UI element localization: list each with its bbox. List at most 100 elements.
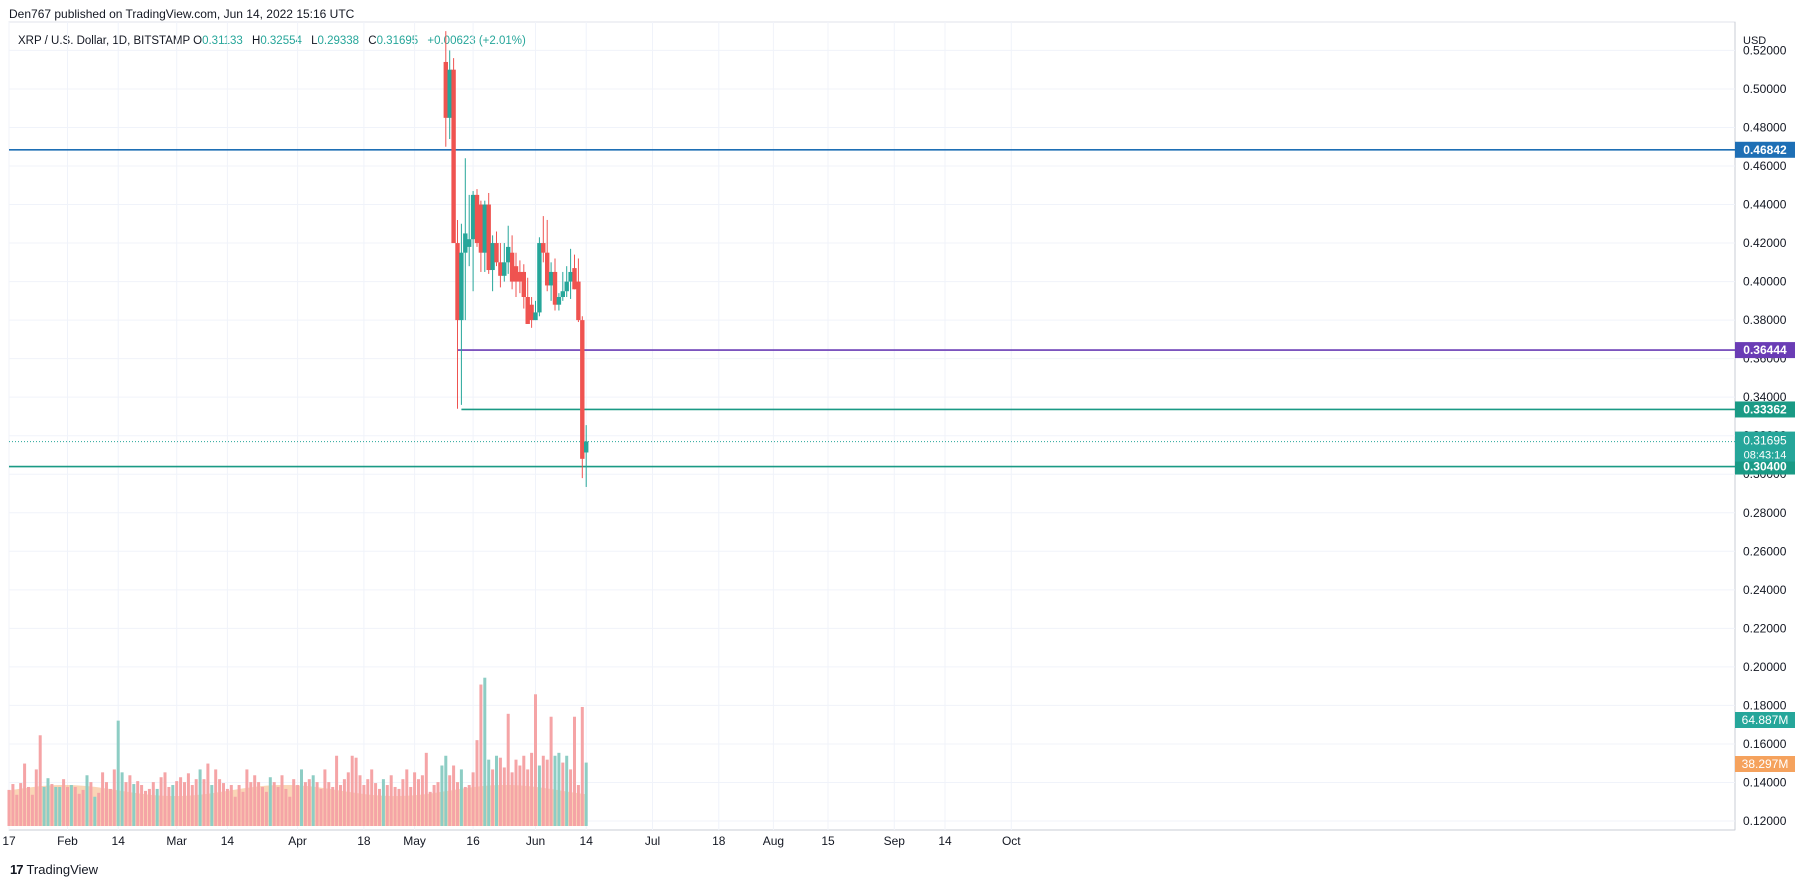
volume-bar (459, 769, 463, 826)
volume-bar (93, 796, 97, 826)
volume-bar (300, 769, 303, 826)
volume-bar (319, 788, 323, 826)
level-price-label: 0.36444 (1743, 343, 1787, 357)
y-tick-label: 0.18000 (1743, 698, 1787, 712)
volume-bar (584, 762, 588, 826)
volume-bar (569, 769, 573, 826)
volume-bar (573, 716, 576, 826)
volume-bar (7, 789, 11, 826)
volume-bar (105, 782, 108, 826)
x-tick-label: Jul (645, 834, 660, 848)
y-tick-label: 0.16000 (1743, 737, 1787, 751)
x-tick-label: 15 (821, 834, 835, 848)
volume-bar (58, 786, 62, 826)
volume-bar (342, 779, 346, 826)
volume-bar (19, 783, 23, 826)
x-tick-label: 16 (466, 834, 480, 848)
candle-body (490, 243, 495, 271)
candle-body (494, 243, 499, 263)
y-tick-label: 0.14000 (1743, 775, 1787, 789)
y-tick-label: 0.38000 (1743, 313, 1787, 327)
y-tick-label: 0.48000 (1743, 120, 1787, 134)
candle-body (482, 204, 487, 253)
brand-name[interactable]: TradingView (26, 862, 99, 877)
volume-bar (225, 788, 229, 826)
level-price-tag (1735, 342, 1795, 359)
candle-body (447, 69, 452, 118)
volume-bar (272, 782, 276, 826)
volume-bar (175, 781, 179, 826)
footer: 17 TradingView (10, 862, 98, 877)
volume-bar (424, 752, 428, 826)
volume-bar (440, 765, 444, 826)
publish-info: Den767 published on TradingView.com, Jun… (9, 7, 355, 21)
volume-bar (101, 772, 105, 826)
volume-bar (292, 779, 296, 826)
x-tick-label: Oct (1002, 834, 1021, 848)
volume-bar (155, 788, 159, 826)
volume-bar (537, 765, 541, 826)
volume-bar (11, 784, 15, 826)
tradingview-logo-icon[interactable]: 17 (10, 862, 24, 877)
y-tick-label: 0.28000 (1743, 506, 1787, 520)
open-label: O (193, 35, 203, 47)
volume-bar (502, 767, 506, 826)
volume-bar (417, 779, 420, 826)
candle-body (529, 304, 534, 321)
candle-body (467, 239, 472, 247)
symbol-label[interactable]: XRP / U.S. Dollar, 1D, BITSTAMP (18, 35, 190, 47)
volume-bar (249, 782, 253, 826)
volume-bar (393, 786, 397, 826)
volume-bar (307, 779, 311, 826)
volume-bar (475, 740, 479, 826)
volume-bar (206, 763, 210, 826)
candle-body (470, 194, 476, 240)
volume-bar (323, 769, 327, 826)
x-tick-label: Aug (763, 834, 784, 848)
x-tick-label: Apr (288, 834, 307, 848)
volume-bar (374, 783, 378, 826)
volume-bar (116, 720, 120, 826)
volume-ma-tag (1735, 756, 1795, 772)
volume-bar (366, 779, 370, 826)
candle-body (560, 291, 565, 297)
volume-bar (580, 706, 584, 826)
volume-bar (38, 735, 42, 826)
volume-bar (108, 788, 112, 826)
candle-body (486, 204, 491, 271)
x-tick-label: 14 (580, 834, 594, 848)
volume-bar (167, 786, 171, 826)
volume-bar (89, 782, 93, 826)
volume-bar (452, 765, 456, 826)
last-price-label: 0.31695 (1743, 434, 1787, 448)
volume-bar (553, 755, 557, 826)
candle-body (463, 233, 468, 253)
volume-bar (46, 778, 50, 826)
volume-bar (339, 785, 342, 826)
volume-bar (284, 788, 288, 826)
volume-bar (311, 775, 315, 826)
volume-bar (85, 775, 89, 826)
volume-bar (183, 782, 186, 826)
volume-bar (15, 794, 19, 826)
candle-body (584, 441, 589, 453)
high-label: H (252, 35, 261, 47)
volume-bar (23, 763, 27, 826)
y-tick-label: 0.44000 (1743, 198, 1787, 212)
volume-bar (428, 791, 432, 826)
volume-bar (487, 759, 491, 826)
volume-bar (66, 786, 69, 826)
candle-body (509, 252, 515, 282)
volume-bar (218, 779, 222, 826)
close-label: C (368, 35, 377, 47)
x-tick-label: Sep (884, 834, 906, 848)
volume-bar (385, 785, 389, 826)
candle-body (548, 271, 554, 286)
candle-body (443, 61, 448, 118)
volume-bar (69, 785, 73, 826)
volume-bar (202, 779, 206, 826)
candle-body (564, 281, 569, 292)
plot-area (8, 21, 1736, 831)
x-tick-label: 14 (112, 834, 126, 848)
